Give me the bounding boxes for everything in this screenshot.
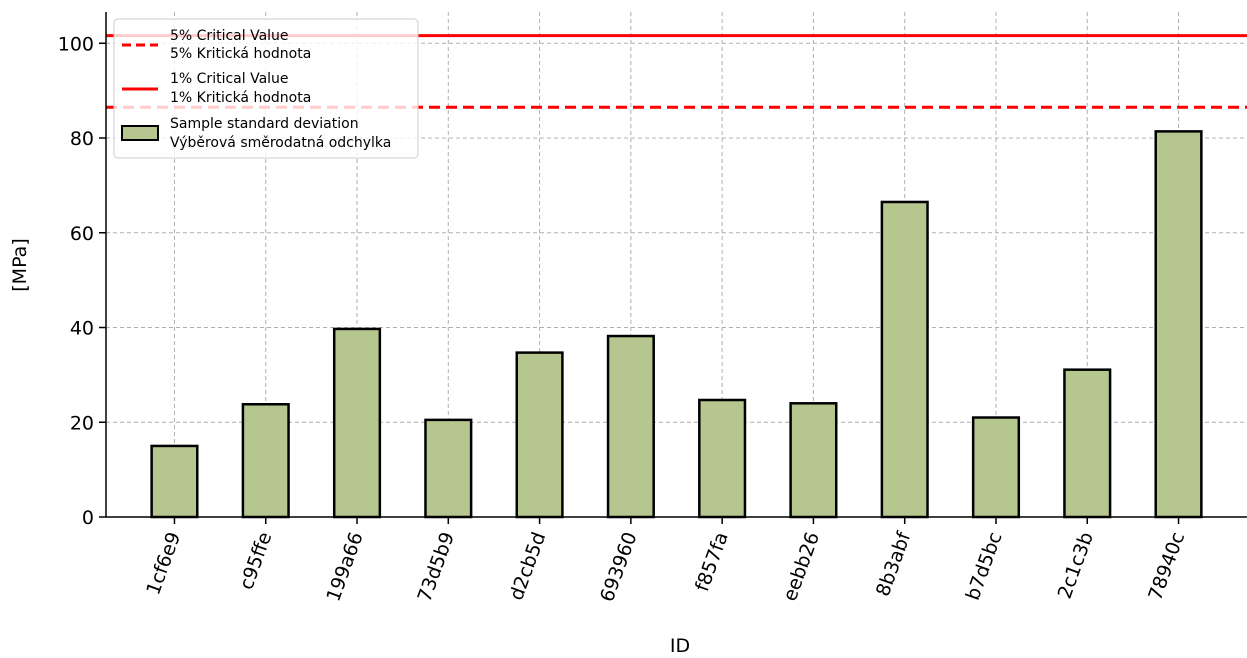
- legend-label-5pct-line2: 5% Kritická hodnota: [170, 46, 311, 62]
- legend-bar-swatch: [121, 125, 159, 141]
- x-tick-label: c95ffe: [235, 529, 276, 592]
- legend-label-bars-line1: Sample standard deviation: [170, 116, 359, 132]
- bar-1cf6e9: [150, 444, 199, 519]
- bar-f857fa: [698, 398, 747, 519]
- bar-b7d5bc: [971, 416, 1021, 519]
- y-tick-label: 40: [70, 318, 94, 340]
- legend-label-1pct-line2: 1% Kritická hodnota: [170, 90, 311, 106]
- y-tick-label: 20: [70, 412, 94, 434]
- x-tick-label: 1cf6e9: [142, 529, 185, 598]
- y-tick-label: 60: [70, 223, 94, 245]
- y-axis-label: [MPa]: [9, 238, 31, 291]
- y-tick-label: 0: [82, 507, 94, 529]
- x-tick-label: 693960: [596, 529, 641, 605]
- x-tick-label: 73d5b9: [414, 529, 459, 605]
- bar-c95ffe: [241, 403, 290, 519]
- bar-73d5b9: [424, 418, 473, 519]
- x-tick-label: 8b3abf: [872, 528, 916, 599]
- bar-eebb26: [789, 402, 838, 519]
- x-tick-label: 2c1c3b: [1054, 529, 1098, 602]
- bar-693960: [606, 334, 655, 519]
- bar-2c1c3b: [1063, 368, 1112, 519]
- bar-199a66: [332, 327, 382, 519]
- legend-box: [113, 18, 419, 159]
- legend-label-bars-line2: Výběrová směrodatná odchylka: [170, 135, 391, 151]
- bar-8b3abf: [880, 200, 929, 519]
- bar-d2cb5d: [515, 351, 564, 519]
- x-tick-label: f857fa: [691, 529, 733, 594]
- y-tick-label: 100: [58, 33, 94, 55]
- x-tick-label: eebb26: [779, 529, 824, 604]
- x-tick-label: d2cb5d: [505, 529, 550, 603]
- x-axis-label: ID: [670, 635, 690, 657]
- legend-label-5pct-line1: 5% Critical Value: [170, 28, 289, 44]
- x-tick-label: 78940c: [1144, 529, 1189, 603]
- y-tick-label: 80: [70, 128, 94, 150]
- legend: 5% Critical Value 5% Kritická hodnota 1%…: [113, 18, 419, 159]
- axes: [99, 12, 1247, 524]
- legend-label-1pct-line1: 1% Critical Value: [170, 71, 289, 87]
- x-tick-label: b7d5bc: [962, 529, 1007, 603]
- bars: [150, 130, 1203, 519]
- bar-78940c: [1154, 130, 1203, 519]
- x-tick-label: 199a66: [322, 529, 367, 604]
